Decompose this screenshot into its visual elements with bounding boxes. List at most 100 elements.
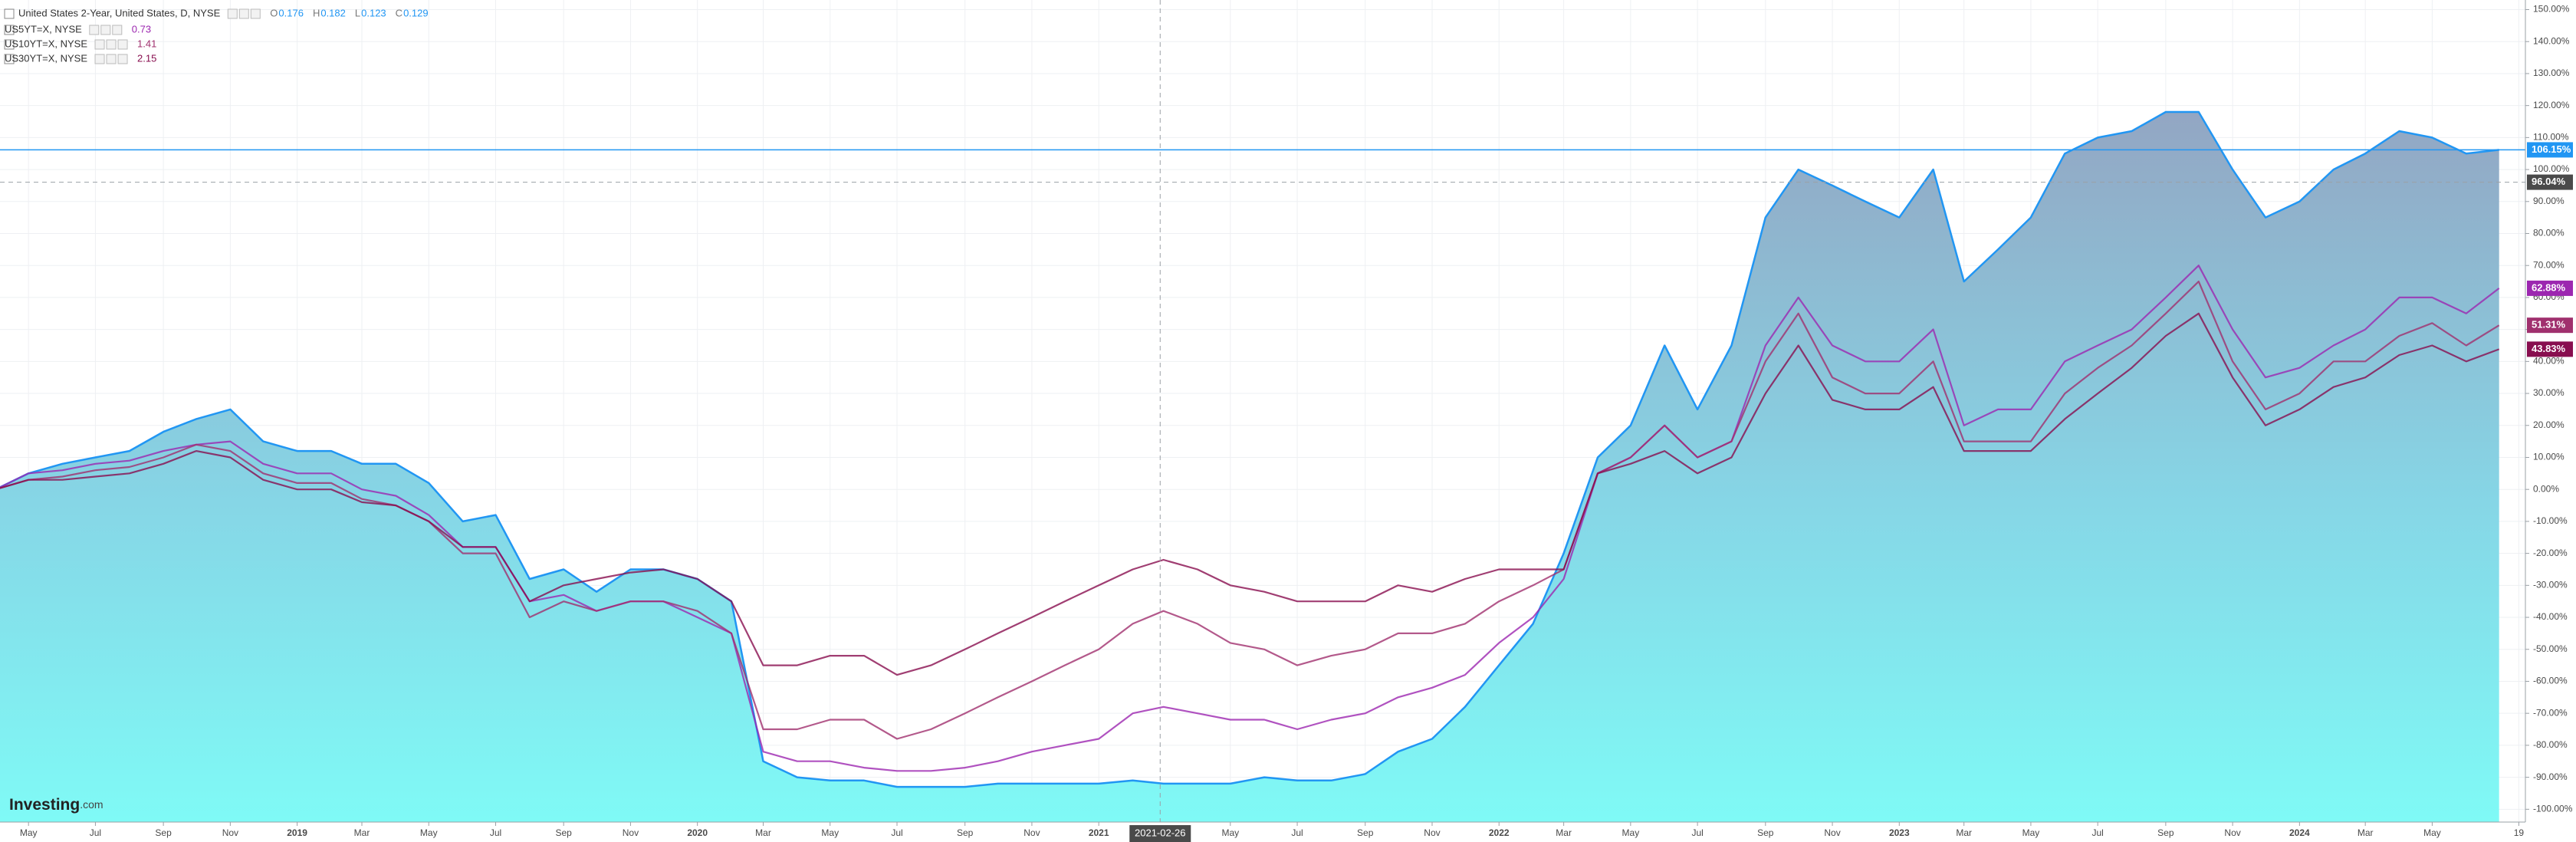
x-tick-label: May	[420, 827, 438, 838]
ohlc-value: 0.176	[278, 7, 304, 18]
legend-name[interactable]: US10YT=X, NYSE	[5, 38, 87, 49]
x-tick-label: 2021	[1089, 827, 1109, 838]
watermark-brand: Investing	[9, 796, 80, 814]
x-tick-label: Sep	[1757, 827, 1774, 838]
last-value-tag	[2527, 280, 2573, 296]
x-tick-label: May	[1622, 827, 1640, 838]
legend-button[interactable]	[112, 25, 123, 35]
legend-button[interactable]	[106, 54, 117, 64]
axes: -100.00% -90.00% -80.00% -70.00% -60.00% -50.…	[20, 4, 2573, 842]
legend-button[interactable]	[100, 25, 111, 35]
legend-value: 1.41	[137, 38, 156, 49]
ohlc-value: 0.129	[403, 7, 429, 18]
x-tick-label: Jul	[1291, 827, 1303, 838]
legend-name[interactable]: US5YT=X, NYSE	[5, 23, 82, 35]
watermark: Investing.com	[9, 796, 104, 814]
legend-value: 0.73	[132, 23, 151, 35]
x-tick-label: 2024	[2289, 827, 2310, 838]
y-tick-label: 70.00%	[2533, 259, 2564, 270]
x-tick-label: Sep	[155, 827, 172, 838]
legend-button[interactable]	[250, 8, 261, 19]
y-tick-label: 120.00%	[2533, 100, 2570, 110]
plot-area	[0, 0, 2525, 822]
legend-button[interactable]	[89, 25, 100, 35]
x-tick-label: Mar	[354, 827, 370, 838]
x-tick-label: Mar	[1956, 827, 1972, 838]
x-tick-label: Sep	[1357, 827, 1374, 838]
ohlc-key: L	[355, 7, 360, 18]
x-tick-label: May	[2022, 827, 2040, 838]
x-tick-label: Mar	[755, 827, 771, 838]
crosshair-y-label: 96.04%	[2532, 176, 2566, 187]
area-fill	[0, 112, 2499, 822]
legend-value: 2.15	[137, 52, 156, 64]
y-tick-label: 140.00%	[2533, 35, 2570, 46]
x-tick-label: May	[20, 827, 38, 838]
ohlc-key: O	[270, 7, 278, 18]
x-tick-label: Nov	[623, 827, 639, 838]
y-tick-label: 10.00%	[2533, 452, 2564, 462]
series-line	[0, 265, 2500, 772]
y-tick-label: 0.00%	[2533, 483, 2559, 494]
legend-collapse-box	[4, 25, 15, 35]
last-value-label: 51.31%	[2532, 319, 2566, 331]
x-tick-label: Jul	[891, 827, 902, 838]
legend-button[interactable]	[94, 39, 105, 50]
y-tick-label: 100.00%	[2533, 163, 2570, 174]
y-tick-label: -50.00%	[2533, 643, 2568, 654]
legend-collapse-box	[4, 8, 15, 19]
crosshair-y-tag	[2527, 174, 2573, 190]
x-tick-label: Sep	[2157, 827, 2174, 838]
y-tick-label: 20.00%	[2533, 419, 2564, 430]
ohlc-value: 0.123	[361, 7, 386, 18]
legend-collapse-box	[4, 54, 15, 64]
x-tick-label: May	[1221, 827, 1239, 838]
last-value-tag	[2527, 317, 2573, 334]
legend-name[interactable]: US30YT=X, NYSE	[5, 52, 87, 64]
ohlc-key: C	[396, 7, 402, 18]
x-tick-label: Jul	[2092, 827, 2104, 838]
x-tick-label: 19	[2514, 827, 2525, 838]
legend-button[interactable]	[94, 54, 105, 64]
crosshair-x-label: 2021-02-26	[1135, 827, 1186, 838]
y-tick-label: 130.00%	[2533, 67, 2570, 78]
x-tick-label: Mar	[1556, 827, 1572, 838]
x-tick-label: Nov	[1024, 827, 1040, 838]
x-tick-label: Jul	[90, 827, 101, 838]
x-tick-label: Nov	[1824, 827, 1840, 838]
legend-button[interactable]	[238, 8, 249, 19]
y-tick-label: -40.00%	[2533, 611, 2568, 622]
x-tick-label: Jul	[1691, 827, 1703, 838]
y-tick-label: -60.00%	[2533, 676, 2568, 686]
y-tick-label: -70.00%	[2533, 707, 2568, 718]
ohlc-value: 0.182	[320, 7, 346, 18]
ohlc-key: H	[313, 7, 320, 18]
x-tick-label: Mar	[2358, 827, 2374, 838]
y-tick-label: 150.00%	[2533, 4, 2570, 15]
x-tick-label: Nov	[222, 827, 238, 838]
y-tick-label: 90.00%	[2533, 196, 2564, 206]
y-tick-label: 30.00%	[2533, 387, 2564, 398]
legend-button[interactable]	[117, 54, 128, 64]
y-tick-label: 40.00%	[2533, 356, 2564, 367]
legend-name[interactable]: United States 2-Year, United States, D, …	[18, 7, 221, 18]
x-tick-label: 2019	[287, 827, 307, 838]
watermark-suffix: .com	[80, 798, 103, 811]
last-value-label: 43.83%	[2532, 343, 2566, 354]
last-value-tag	[2527, 142, 2573, 158]
last-value-tag	[2527, 341, 2573, 357]
legend: United States 2-Year, United States, D, …	[4, 7, 429, 64]
x-tick-label: 2023	[1889, 827, 1910, 838]
legend-button[interactable]	[227, 8, 238, 19]
legend-button[interactable]	[117, 39, 128, 50]
x-tick-label: Nov	[1424, 827, 1440, 838]
x-tick-label: 2022	[1489, 827, 1510, 838]
y-tick-label: -10.00%	[2533, 515, 2568, 526]
y-tick-label: -100.00%	[2533, 803, 2573, 814]
x-tick-label: Nov	[2224, 827, 2240, 838]
y-tick-label: -80.00%	[2533, 739, 2568, 750]
legend-button[interactable]	[106, 39, 117, 50]
x-tick-label: 2020	[687, 827, 708, 838]
